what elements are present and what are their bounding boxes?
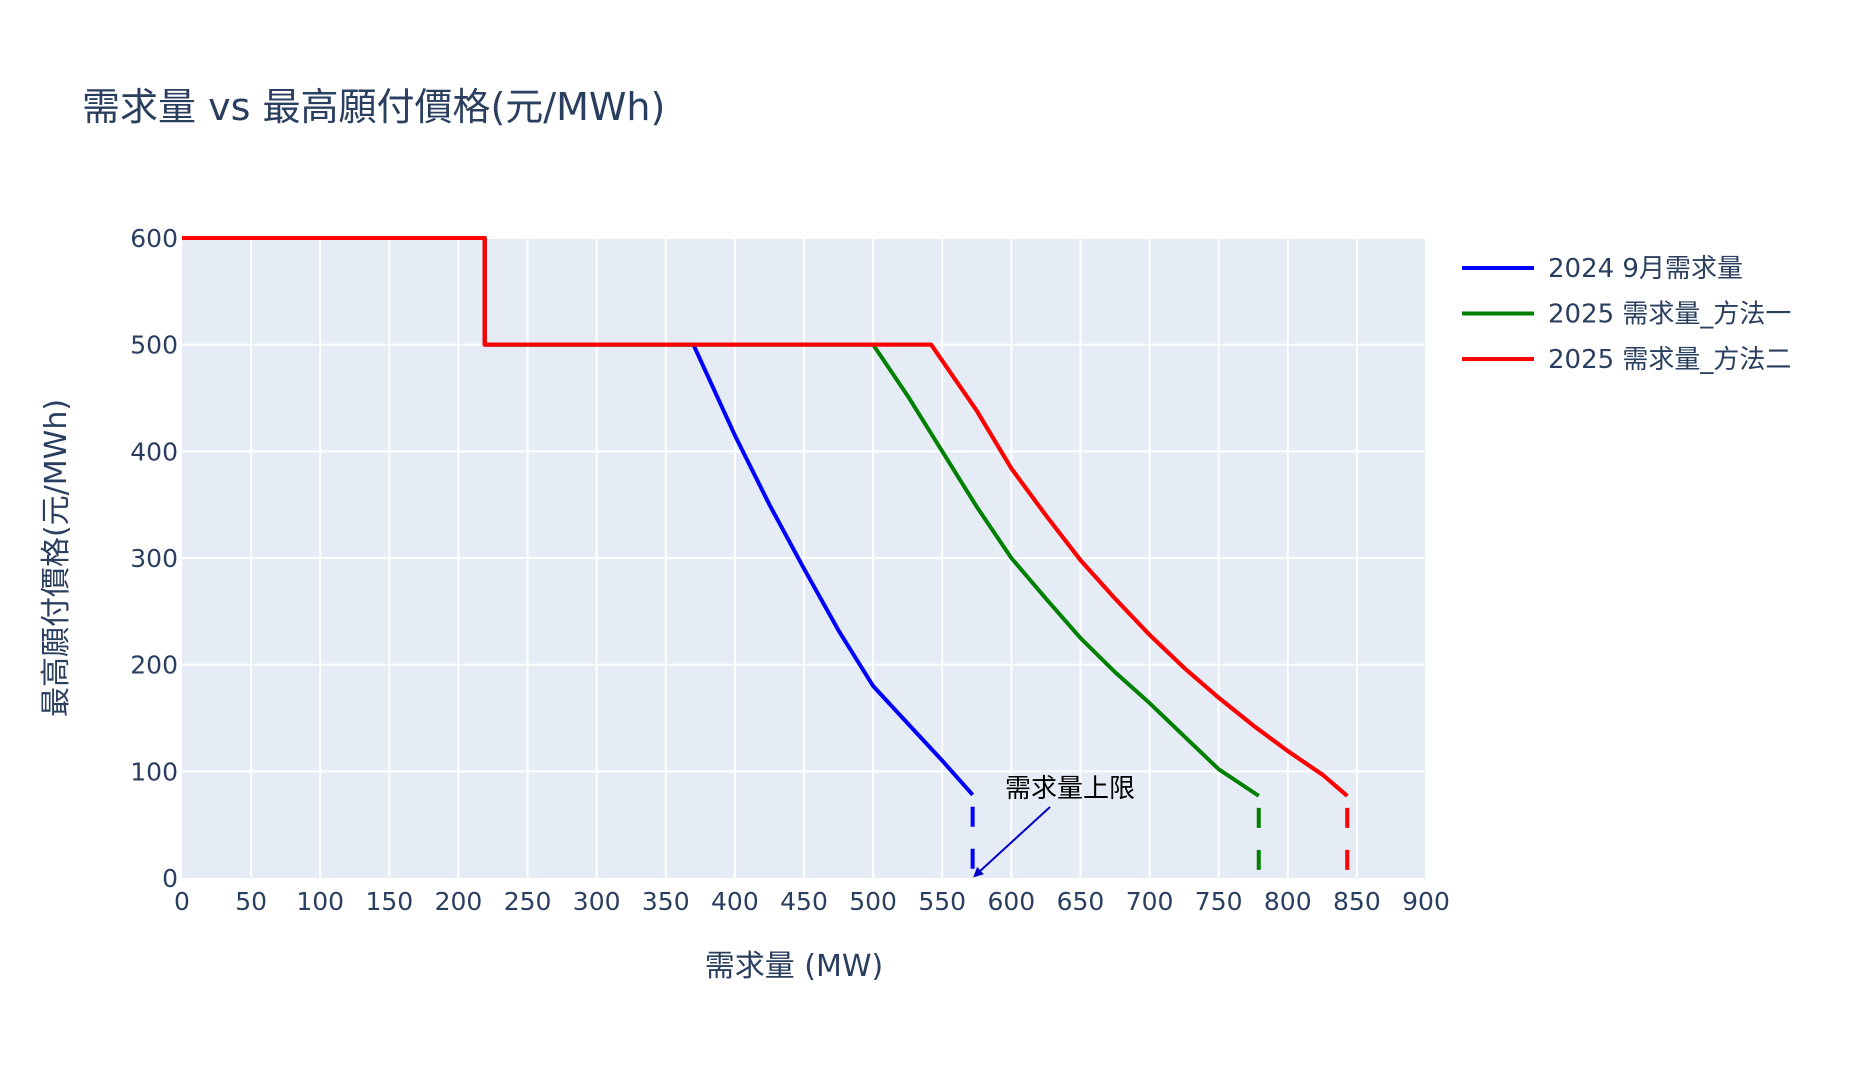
- x-tick-label: 150: [365, 887, 413, 916]
- legend-item[interactable]: 2024 9月需求量: [1462, 254, 1743, 284]
- y-axis-ticks: 0 100 200 300 400 500 600: [130, 224, 178, 893]
- x-tick-label: 450: [780, 887, 828, 916]
- x-axis-ticks: 0 50 100 150 200 250 300 350 400 450 500 550 600 650 7…: [174, 887, 1450, 916]
- x-tick-label: 900: [1402, 887, 1450, 916]
- chart-title: 需求量 vs 最高願付價格(元/MWh): [82, 85, 666, 129]
- legend-item[interactable]: 2025 需求量_方法一: [1462, 300, 1791, 330]
- x-tick-label: 50: [235, 887, 267, 916]
- y-axis-title: 最高願付價格(元/MWh): [39, 399, 74, 717]
- y-tick-label: 0: [162, 864, 178, 893]
- x-tick-label: 300: [573, 887, 621, 916]
- x-axis-title: 需求量 (MW): [705, 949, 884, 984]
- x-tick-label: 350: [642, 887, 690, 916]
- x-tick-label: 100: [296, 887, 344, 916]
- x-tick-label: 500: [849, 887, 897, 916]
- legend-label: 2025 需求量_方法二: [1548, 345, 1791, 375]
- legend-item[interactable]: 2025 需求量_方法二: [1462, 345, 1791, 375]
- x-tick-label: 600: [987, 887, 1035, 916]
- y-tick-label: 200: [130, 651, 178, 680]
- x-tick-label: 650: [1057, 887, 1105, 916]
- x-tick-label: 800: [1264, 887, 1312, 916]
- x-tick-label: 400: [711, 887, 759, 916]
- legend-label: 2025 需求量_方法一: [1548, 300, 1791, 330]
- annotation: 需求量上限: [973, 774, 1135, 878]
- legend-label: 2024 9月需求量: [1548, 254, 1743, 284]
- annotation-text: 需求量上限: [1005, 774, 1135, 804]
- x-tick-label: 250: [504, 887, 552, 916]
- y-tick-label: 600: [130, 224, 178, 253]
- series-line-top: [182, 236, 1349, 798]
- legend: 2024 9月需求量 2025 需求量_方法一 2025 需求量_方法二: [1462, 254, 1791, 375]
- series-lines: [182, 236, 1350, 878]
- x-tick-label: 0: [174, 887, 190, 916]
- y-tick-label: 400: [130, 437, 178, 466]
- x-tick-label: 850: [1333, 887, 1381, 916]
- y-tick-label: 500: [130, 331, 178, 360]
- y-tick-label: 100: [130, 757, 178, 786]
- y-tick-label: 300: [130, 544, 178, 573]
- x-tick-label: 200: [435, 887, 483, 916]
- x-tick-label: 550: [918, 887, 966, 916]
- annotation-arrow: [973, 806, 1051, 878]
- x-tick-label: 750: [1195, 887, 1243, 916]
- x-tick-label: 700: [1126, 887, 1174, 916]
